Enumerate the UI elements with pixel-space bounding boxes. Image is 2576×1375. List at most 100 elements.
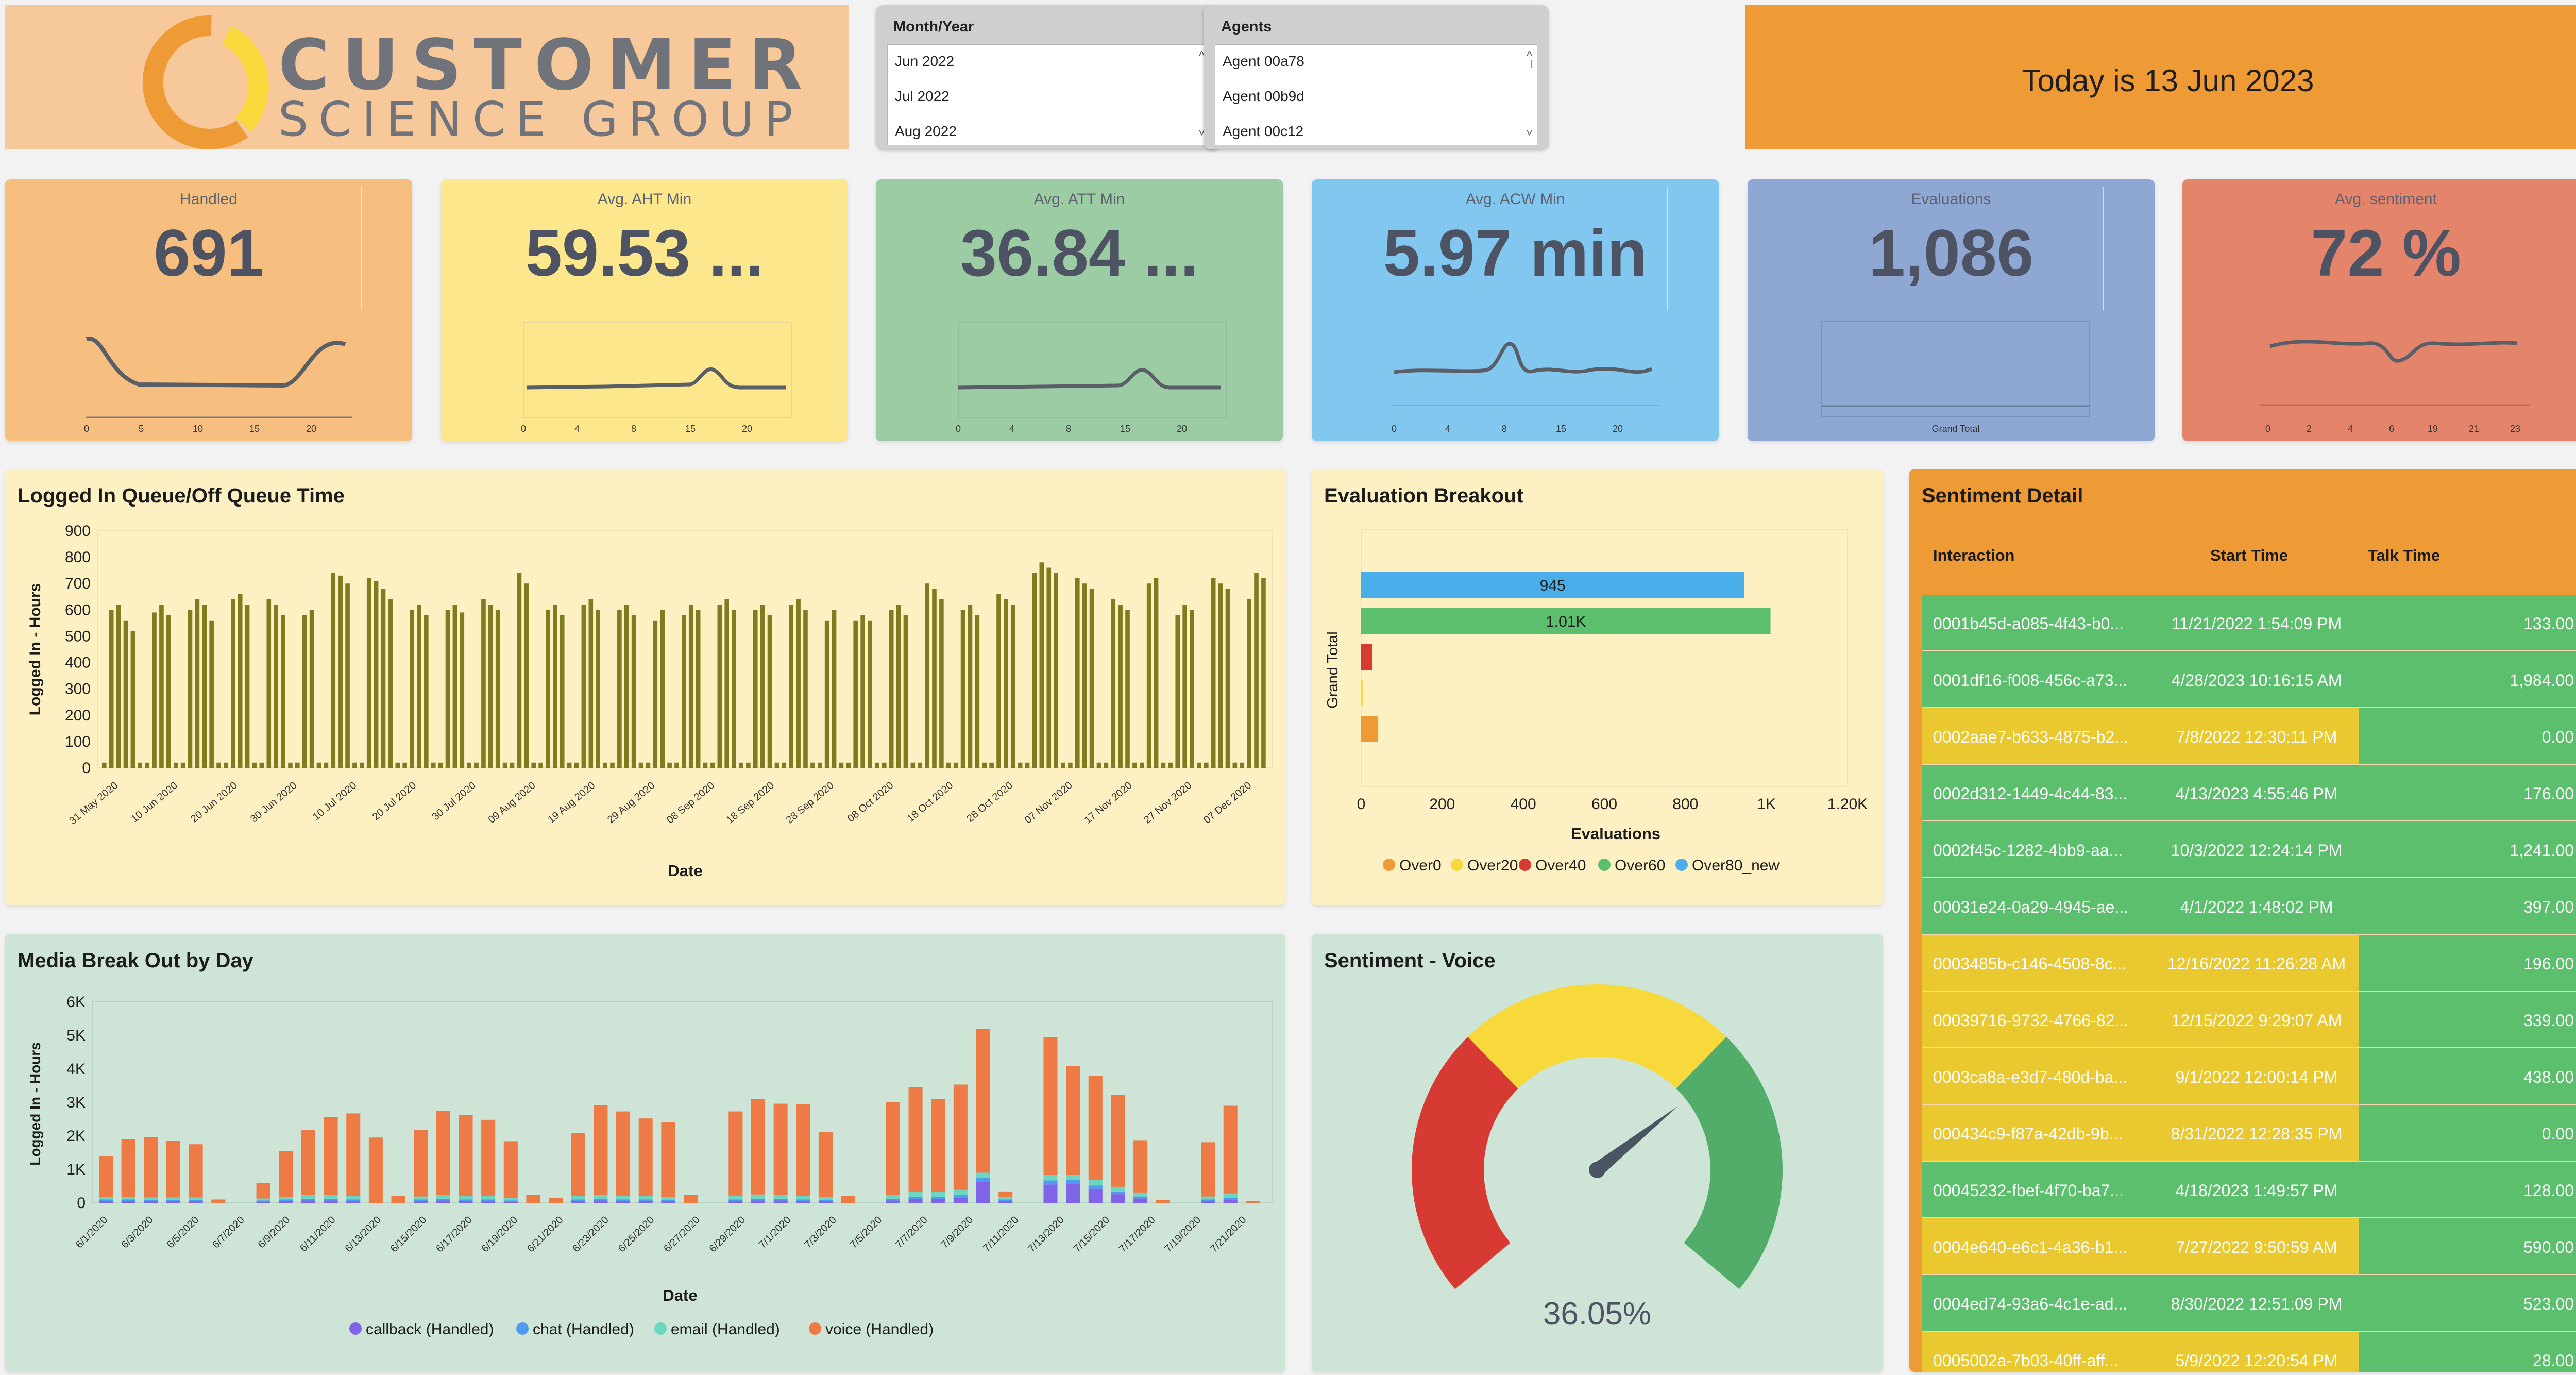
queue-bar[interactable] — [410, 610, 414, 768]
media-bar-segment[interactable] — [953, 1084, 968, 1190]
media-bar-segment[interactable] — [728, 1199, 743, 1201]
media-bar-segment[interactable] — [211, 1199, 226, 1203]
media-bar-segment[interactable] — [616, 1196, 631, 1200]
interaction-id[interactable]: 0002aae7-b633-4875-b2... — [1933, 728, 2128, 746]
queue-bar[interactable] — [1182, 605, 1187, 768]
kpi-avg-acw[interactable]: Avg. ACW Min 5.97 min 0 4 8 15 20 — [1312, 179, 1719, 441]
media-bar-segment[interactable] — [481, 1196, 496, 1200]
queue-bar[interactable] — [760, 605, 765, 768]
media-bar-segment[interactable] — [436, 1200, 450, 1203]
media-bar-segment[interactable] — [616, 1201, 631, 1203]
queue-bar[interactable] — [1039, 562, 1044, 768]
media-bar-segment[interactable] — [1111, 1194, 1125, 1203]
kpi-avg-att[interactable]: Avg. ATT Min 36.84 ... 0 4 8 15 20 — [876, 179, 1283, 441]
sentiment-table-body[interactable]: 0001b45d-a085-4f43-b0... 11/21/2022 1:54… — [1922, 595, 2576, 1372]
queue-bar[interactable] — [224, 762, 228, 768]
queue-bar[interactable] — [1197, 762, 1201, 768]
media-bar-segment[interactable] — [121, 1199, 135, 1201]
queue-bar[interactable] — [953, 762, 958, 768]
queue-bar[interactable] — [159, 605, 164, 768]
queue-bar[interactable] — [889, 610, 894, 768]
interaction-id[interactable]: 0004ed74-93a6-4c1e-ad... — [1933, 1295, 2128, 1313]
queue-bar[interactable] — [130, 631, 135, 768]
media-bar-segment[interactable] — [638, 1196, 653, 1200]
media-bar-segment[interactable] — [1111, 1186, 1125, 1192]
queue-bar[interactable] — [560, 615, 565, 768]
queue-bar[interactable] — [960, 610, 965, 768]
media-bar-segment[interactable] — [571, 1201, 585, 1203]
queue-bar[interactable] — [853, 620, 858, 768]
media-bar-segment[interactable] — [796, 1196, 810, 1200]
interaction-id[interactable]: 0004e640-e6c1-4a36-b1... — [1933, 1238, 2128, 1256]
queue-bar[interactable] — [1032, 573, 1037, 768]
legend-label[interactable]: chat (Handled) — [533, 1321, 634, 1338]
media-bar-segment[interactable] — [796, 1201, 810, 1203]
media-bar-segment[interactable] — [751, 1200, 766, 1203]
queue-bar[interactable] — [1089, 589, 1094, 768]
media-bar-segment[interactable] — [459, 1196, 473, 1200]
queue-bar[interactable] — [1096, 762, 1101, 768]
queue-bar[interactable] — [1004, 599, 1008, 768]
queue-bar[interactable] — [1018, 762, 1023, 768]
agent-option[interactable]: Agent 00b9d — [1223, 88, 1304, 104]
agent-option[interactable]: Agent 00a78 — [1223, 53, 1304, 69]
kpi-evaluations[interactable]: Evaluations 1,086 Grand Total — [1748, 179, 2155, 441]
kpi-handled[interactable]: Handled 691 0 5 10 15 20 — [5, 179, 412, 441]
queue-bar[interactable] — [946, 762, 951, 768]
queue-bar[interactable] — [152, 612, 157, 768]
queue-bar[interactable] — [388, 599, 393, 768]
queue-bar[interactable] — [460, 612, 465, 768]
legend-label[interactable]: Over40 — [1535, 857, 1586, 874]
queue-bar[interactable] — [753, 610, 758, 768]
media-bar-segment[interactable] — [594, 1199, 608, 1201]
media-bar-segment[interactable] — [661, 1197, 675, 1200]
queue-bar[interactable] — [581, 605, 586, 768]
media-bar-segment[interactable] — [391, 1196, 405, 1203]
queue-bar[interactable] — [631, 615, 636, 768]
queue-bar[interactable] — [774, 762, 779, 768]
media-bar-segment[interactable] — [796, 1104, 810, 1196]
queue-bar[interactable] — [789, 605, 794, 768]
queue-bar[interactable] — [1118, 605, 1123, 768]
queue-bar[interactable] — [474, 762, 479, 768]
media-bar-segment[interactable] — [324, 1195, 338, 1199]
queue-bar[interactable] — [710, 762, 715, 768]
media-bar-segment[interactable] — [1043, 1175, 1058, 1181]
queue-bar[interactable] — [295, 762, 300, 768]
queue-bar[interactable] — [417, 605, 421, 768]
queue-bar[interactable] — [360, 762, 364, 768]
table-row[interactable]: 000434c9-f87a-42db-9b... 8/31/2022 12:28… — [1922, 1105, 2576, 1162]
media-bar-segment[interactable] — [908, 1199, 923, 1203]
queue-bar[interactable] — [996, 594, 1001, 768]
queue-bar[interactable] — [732, 610, 736, 768]
media-bar-segment[interactable] — [459, 1199, 473, 1201]
queue-bar[interactable] — [903, 615, 908, 768]
media-bar-segment[interactable] — [661, 1200, 675, 1201]
queue-bar[interactable] — [1125, 610, 1130, 768]
media-bar-segment[interactable] — [166, 1200, 181, 1201]
media-bar-segment[interactable] — [99, 1201, 113, 1203]
media-bar-segment[interactable] — [1133, 1198, 1148, 1203]
queue-bar[interactable] — [610, 762, 615, 768]
queue-bar[interactable] — [660, 610, 665, 768]
media-bar-segment[interactable] — [998, 1199, 1013, 1201]
table-row[interactable]: 0002d312-1449-4c44-83... 4/13/2023 4:55:… — [1922, 765, 2576, 821]
evaluation-bar[interactable] — [1361, 716, 1379, 742]
month-listbox[interactable]: Jun 2022 Jul 2022 Aug 2022 ˄ | ˅ — [887, 44, 1210, 145]
media-bar-segment[interactable] — [908, 1192, 923, 1197]
media-bar-segment[interactable] — [324, 1117, 338, 1195]
queue-bar[interactable] — [510, 762, 515, 768]
table-row[interactable]: 00039716-9732-4766-82... 12/15/2022 9:29… — [1922, 992, 2576, 1048]
media-bar-segment[interactable] — [346, 1196, 361, 1200]
media-bar-segment[interactable] — [976, 1172, 990, 1178]
media-bar-segment[interactable] — [324, 1200, 338, 1203]
queue-bar[interactable] — [281, 615, 285, 768]
media-bar-segment[interactable] — [751, 1199, 766, 1201]
scroll-up-icon[interactable]: ˄ — [1198, 47, 1205, 60]
media-bar-segment[interactable] — [301, 1195, 315, 1199]
queue-bar[interactable] — [538, 762, 543, 768]
media-bar-segment[interactable] — [189, 1200, 203, 1201]
queue-bar[interactable] — [603, 762, 607, 768]
media-bar-segment[interactable] — [368, 1137, 383, 1203]
month-option[interactable]: Aug 2022 — [895, 123, 957, 139]
